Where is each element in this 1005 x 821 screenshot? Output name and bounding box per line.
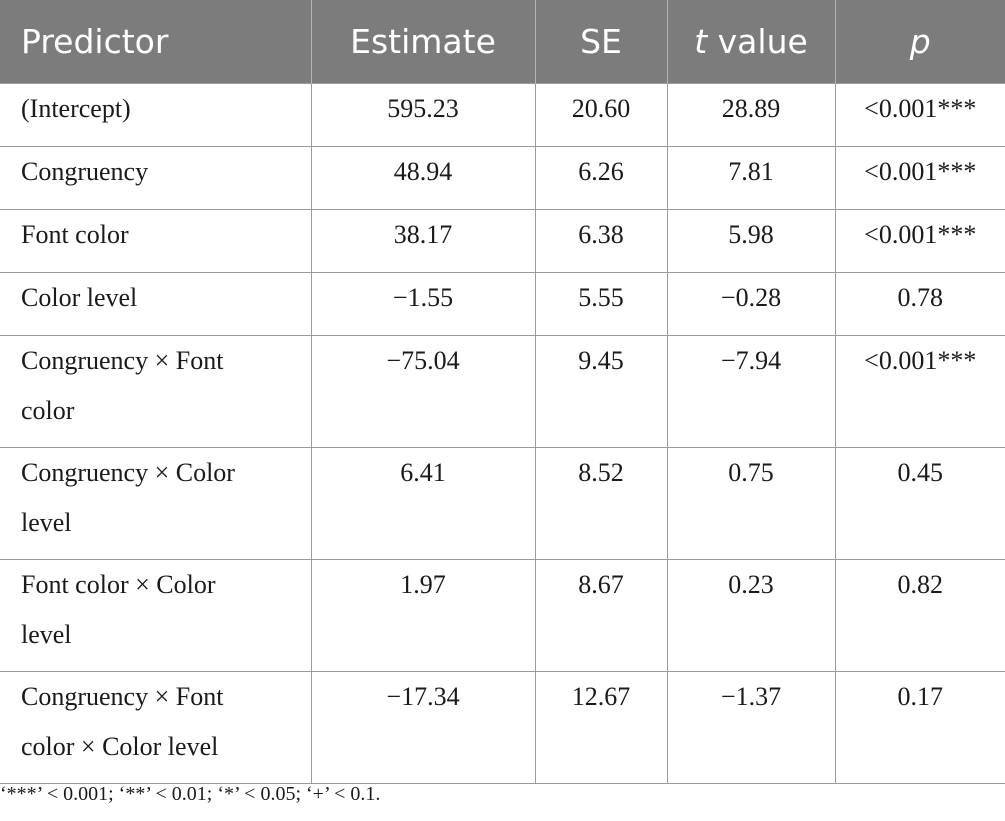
se-cell: 6.38 (534, 209, 668, 273)
predictor-cell: Congruency × Font color (0, 335, 312, 448)
predictor-line-2: level (21, 620, 72, 649)
predictor-cell: Font color × Color level (0, 559, 312, 672)
estimate-cell: 595.23 (310, 83, 536, 147)
p-value-cell: <0.001*** (834, 146, 1005, 210)
estimate-cell: 38.17 (310, 209, 536, 273)
table-row: (Intercept) 595.23 20.60 28.89 <0.001*** (0, 83, 1005, 147)
header-predictor: Predictor (0, 0, 312, 84)
table-row: Color level −1.55 5.55 −0.28 0.78 (0, 272, 1005, 336)
se-cell: 8.67 (534, 559, 668, 672)
table-row: Congruency × Font color × Color level −1… (0, 671, 1005, 784)
t-value-cell: −1.37 (666, 671, 836, 784)
regression-table: Predictor Estimate SE t value p (Interce… (0, 0, 1005, 784)
estimate-cell: 48.94 (310, 146, 536, 210)
regression-table-container: Predictor Estimate SE t value p (Interce… (0, 0, 1005, 784)
header-row: Predictor Estimate SE t value p (0, 0, 1005, 84)
p-value-cell: 0.82 (834, 559, 1005, 672)
header-t-value: t value (667, 0, 836, 84)
header-estimate: Estimate (311, 0, 536, 84)
se-cell: 9.45 (534, 335, 668, 448)
significance-footnote: ‘***’ < 0.001; ‘**’ < 0.01; ‘*’ < 0.05; … (0, 783, 381, 805)
se-cell: 6.26 (534, 146, 668, 210)
t-value-cell: 0.23 (666, 559, 836, 672)
table-header: Predictor Estimate SE t value p (0, 0, 1005, 84)
estimate-cell: 6.41 (310, 447, 536, 560)
p-value-cell: <0.001*** (834, 209, 1005, 273)
predictor-cell: (Intercept) (0, 83, 312, 147)
predictor-cell: Congruency (0, 146, 312, 210)
table-body: (Intercept) 595.23 20.60 28.89 <0.001***… (0, 83, 1005, 784)
estimate-cell: −1.55 (310, 272, 536, 336)
p-value-cell: <0.001*** (834, 83, 1005, 147)
predictor-line-1: Congruency × Color (21, 458, 235, 487)
t-value-cell: −0.28 (666, 272, 836, 336)
table-row: Font color × Color level 1.97 8.67 0.23 … (0, 559, 1005, 672)
predictor-line-1: Congruency × Font (21, 346, 224, 375)
predictor-line-1: Font color × Color (21, 570, 216, 599)
header-p: p (835, 0, 1005, 84)
se-cell: 8.52 (534, 447, 668, 560)
p-value-cell: 0.45 (834, 447, 1005, 560)
t-value-cell: 0.75 (666, 447, 836, 560)
header-t-symbol: t (694, 22, 708, 61)
header-p-symbol: p (909, 22, 931, 61)
t-value-cell: 7.81 (666, 146, 836, 210)
se-cell: 12.67 (534, 671, 668, 784)
p-value-cell: 0.78 (834, 272, 1005, 336)
table-row: Congruency × Font color −75.04 9.45 −7.9… (0, 335, 1005, 448)
table-row: Congruency 48.94 6.26 7.81 <0.001*** (0, 146, 1005, 210)
estimate-cell: −75.04 (310, 335, 536, 448)
p-value-cell: 0.17 (834, 671, 1005, 784)
estimate-cell: 1.97 (310, 559, 536, 672)
t-value-cell: 5.98 (666, 209, 836, 273)
table-row: Congruency × Color level 6.41 8.52 0.75 … (0, 447, 1005, 560)
predictor-cell: Font color (0, 209, 312, 273)
se-cell: 20.60 (534, 83, 668, 147)
t-value-cell: −7.94 (666, 335, 836, 448)
predictor-line-2: color × Color level (21, 732, 219, 761)
t-value-cell: 28.89 (666, 83, 836, 147)
predictor-line-2: color (21, 396, 75, 425)
table-row: Font color 38.17 6.38 5.98 <0.001*** (0, 209, 1005, 273)
predictor-line-1: Congruency × Font (21, 682, 224, 711)
header-value-text: value (717, 22, 808, 61)
predictor-cell: Congruency × Color level (0, 447, 312, 560)
se-cell: 5.55 (534, 272, 668, 336)
header-se: SE (535, 0, 668, 84)
p-value-cell: <0.001*** (834, 335, 1005, 448)
predictor-line-2: level (21, 508, 72, 537)
estimate-cell: −17.34 (310, 671, 536, 784)
predictor-cell: Color level (0, 272, 312, 336)
predictor-cell: Congruency × Font color × Color level (0, 671, 312, 784)
